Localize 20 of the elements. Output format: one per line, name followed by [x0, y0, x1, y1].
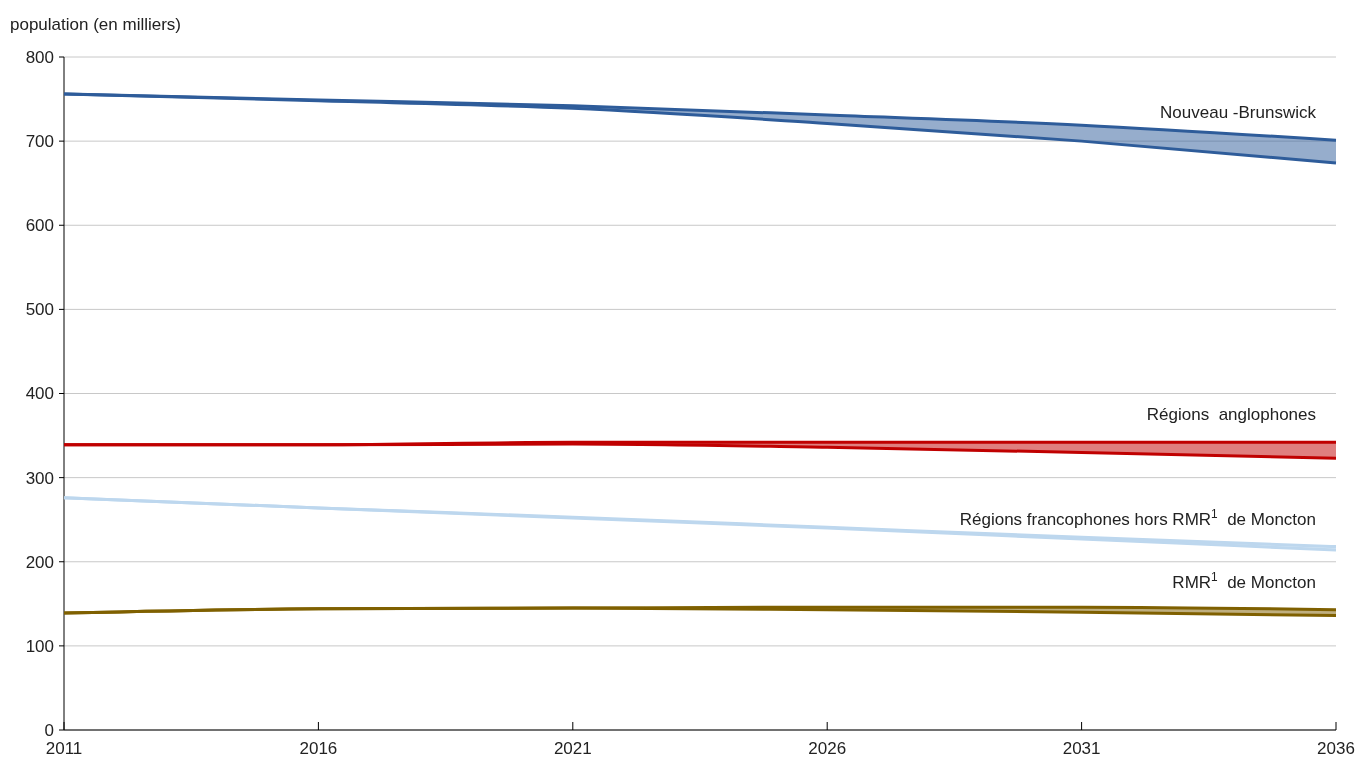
- y-tick-label: 300: [25, 468, 54, 488]
- y-axis-title: population (en milliers): [10, 15, 182, 34]
- y-tick-label: 500: [25, 300, 54, 320]
- x-tick-label: 2021: [553, 739, 592, 758]
- x-tick-label: 2011: [45, 739, 83, 758]
- x-tick-label: 2026: [808, 739, 847, 758]
- y-tick-label: 700: [25, 132, 54, 152]
- y-tick-label: 100: [25, 636, 54, 656]
- x-tick-label: 2031: [1062, 739, 1101, 758]
- series-label: RMR$^{1}$ de Moncton: [1172, 569, 1316, 592]
- y-tick-label: 400: [25, 384, 54, 404]
- series-label: Régions francophones hors RMR$^{1}$ de Moncton: [959, 506, 1316, 529]
- y-tick-label: 200: [25, 552, 54, 572]
- y-tick-label: 600: [25, 216, 54, 236]
- y-tick-label: 800: [25, 47, 54, 67]
- series-label: Nouveau -Brunswick: [1160, 103, 1317, 123]
- x-tick-label: 2016: [299, 739, 338, 758]
- x-tick-label: 2036: [1317, 739, 1355, 758]
- series-label: Régions anglophones: [1146, 405, 1316, 425]
- y-tick-label: 0: [44, 720, 54, 740]
